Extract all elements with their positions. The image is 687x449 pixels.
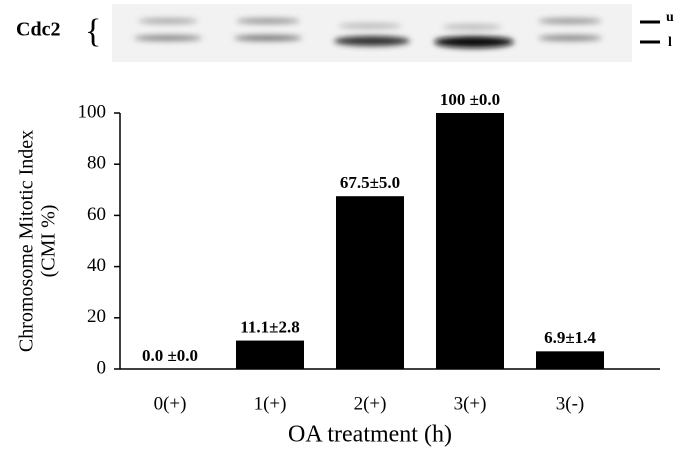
bar — [336, 196, 404, 369]
band-label: u — [666, 10, 674, 25]
bracket: { — [85, 13, 101, 50]
blot: Cdc2 { u l — [16, 4, 674, 62]
value-label: 6.9±1.4 — [544, 328, 596, 347]
x-tick-label: 0(+) — [154, 393, 187, 414]
y-axis-title-line: Chromosome Mitotic Index — [16, 130, 38, 352]
y-axis-title-line: (CMI %) — [38, 205, 60, 278]
x-tick-label: 1(+) — [254, 393, 287, 414]
value-label: 67.5±5.0 — [340, 173, 400, 192]
value-label: 0.0 ±0.0 — [142, 346, 198, 365]
value-label: 11.1±2.8 — [240, 317, 299, 336]
x-tick-label: 3(+) — [454, 393, 487, 414]
y-tick-label: 80 — [87, 153, 106, 174]
bar — [536, 351, 604, 369]
x-axis-title: OA treatment (h) — [288, 422, 452, 448]
figure: Cdc2 { u l Chromosome Mitotic Index (CMI… — [0, 0, 687, 449]
y-tick-label: 20 — [87, 306, 106, 327]
y-tick-label: 100 — [78, 101, 107, 122]
y-tick-label: 40 — [87, 255, 106, 276]
x-tick-label: 3(-) — [556, 393, 584, 414]
blot-label: Cdc2 — [16, 19, 60, 41]
bar — [436, 113, 504, 369]
band-label: l — [668, 35, 672, 50]
bar — [236, 341, 304, 369]
x-tick-label: 2(+) — [354, 393, 387, 414]
y-tick-label: 60 — [87, 204, 106, 225]
blot-background — [112, 4, 632, 62]
y-tick-label: 0 — [97, 357, 107, 378]
y-axis-title: Chromosome Mitotic Index (CMI %) — [16, 130, 60, 352]
value-label: 100 ±0.0 — [440, 90, 500, 109]
